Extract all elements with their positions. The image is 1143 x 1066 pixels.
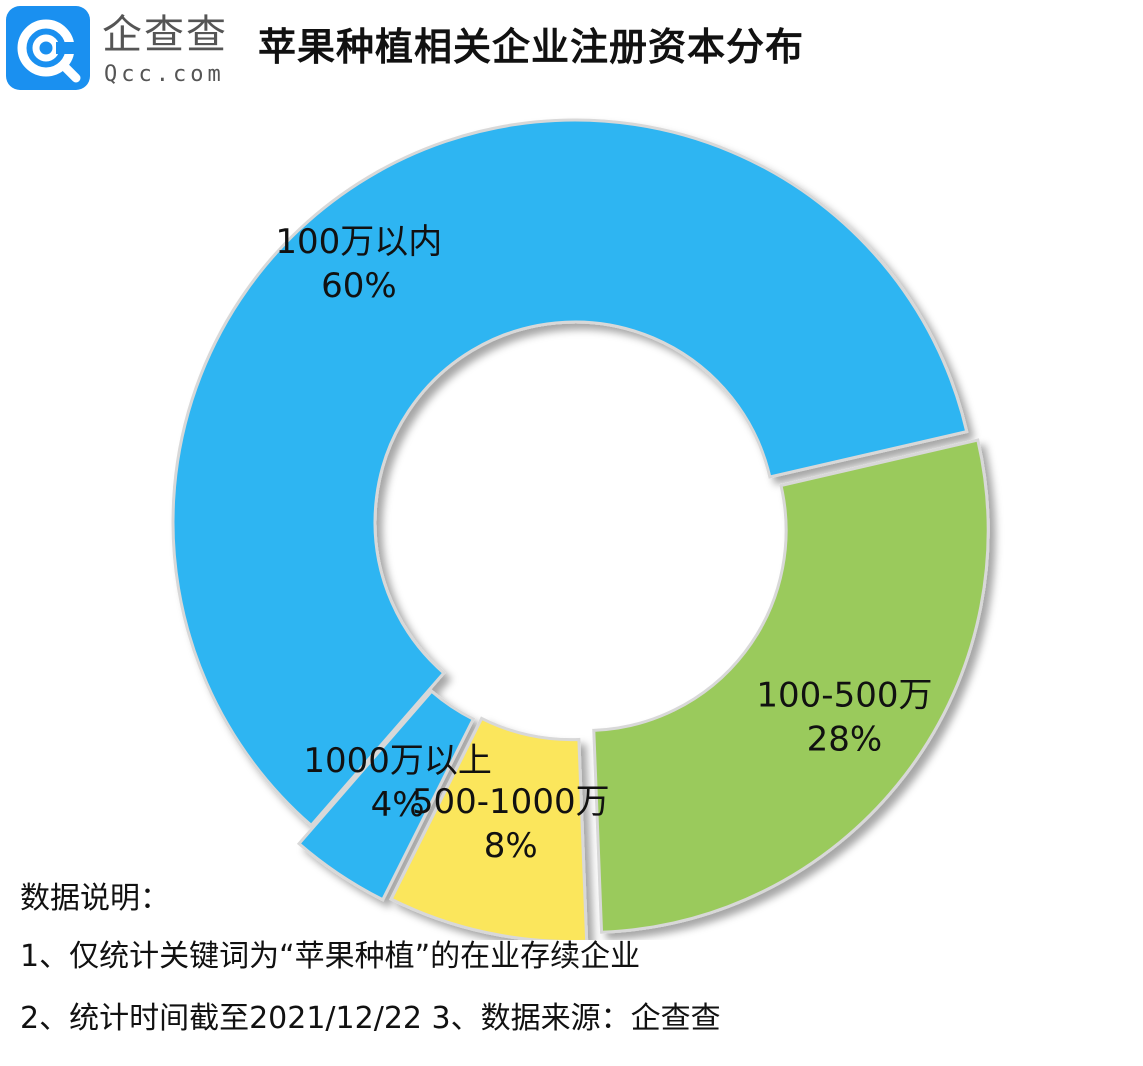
slice-label-1: 100万以内 — [275, 222, 442, 262]
logo-text-en: Qcc.com — [104, 62, 225, 87]
slice-label-4: 1000万以上 — [303, 741, 492, 781]
slice-value-2: 28% — [807, 720, 883, 760]
donut-slice-4 — [296, 689, 476, 902]
data-notes: 数据说明： 1、仅统计关键词为“苹果种植”的在业存续企业 2、统计时间截至202… — [20, 884, 1130, 1066]
slice-value-1: 60% — [321, 266, 397, 306]
donut-slice-1 — [171, 118, 969, 828]
slice-label-3: 500-1000万 — [412, 782, 610, 822]
notes-heading: 数据说明： — [20, 881, 170, 916]
donut-slice-3 — [389, 716, 589, 940]
slice-value-4: 4% — [371, 785, 425, 825]
donut-slice-2 — [592, 438, 990, 934]
notes-line-2: 2、统计时间截至2021/12/22 3、数据来源：企查查 — [20, 1001, 721, 1036]
logo-mark-icon — [17, 19, 81, 83]
header: 企查查 Qcc.com 苹果种植相关企业注册资本分布 — [0, 0, 1143, 100]
logo-text-cn: 企查查 — [102, 12, 228, 58]
slice-label-2: 100-500万 — [756, 676, 932, 716]
slice-value-3: 8% — [484, 826, 538, 866]
qcc-logo-icon — [6, 6, 90, 90]
chart-title: 苹果种植相关企业注册资本分布 — [258, 25, 805, 69]
notes-line-1: 1、仅统计关键词为“苹果种植”的在业存续企业 — [20, 939, 641, 974]
